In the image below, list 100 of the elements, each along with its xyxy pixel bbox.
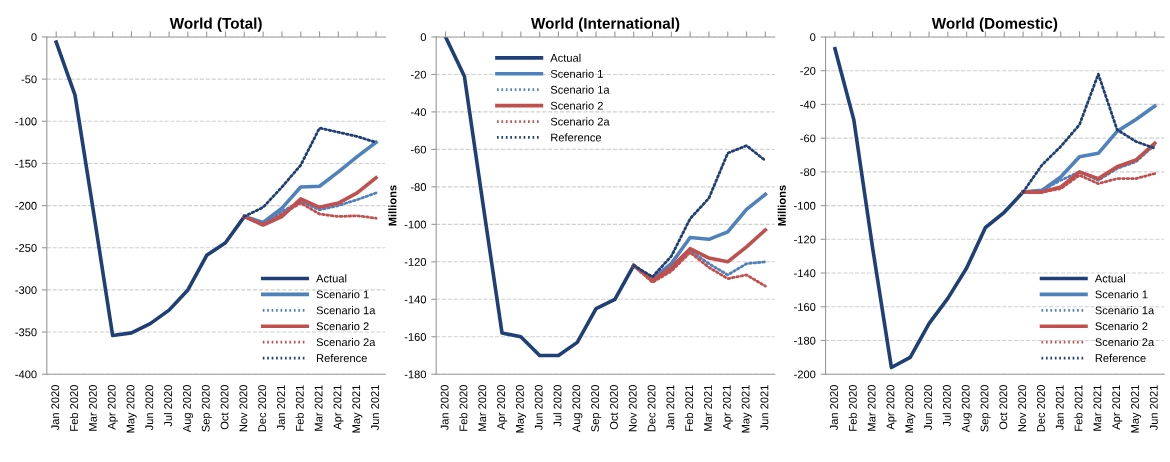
y-tick-label: -60 bbox=[800, 134, 816, 143]
legend-label: Scenario 2a bbox=[550, 117, 610, 126]
x-tick-label: Aug 2020 bbox=[182, 385, 194, 433]
x-tick-label: Apr 2021 bbox=[333, 385, 344, 430]
y-tick-label: 0 bbox=[31, 33, 37, 42]
y-tick-label: -140 bbox=[794, 269, 816, 278]
legend-label: Scenario 1a bbox=[1095, 306, 1155, 315]
x-tick-label: Feb 2021 bbox=[1074, 385, 1083, 431]
x-tick-label: Jan 2020 bbox=[830, 385, 838, 431]
y-tick-label: 0 bbox=[810, 33, 816, 42]
x-tick-label: Mar 2021 bbox=[704, 385, 712, 431]
legend-label: Reference bbox=[1095, 353, 1146, 363]
y-tick-label: -160 bbox=[794, 303, 816, 311]
x-tick-label: Aug 2020 bbox=[961, 385, 972, 433]
legend-label: Actual bbox=[550, 53, 581, 62]
x-tick-label: Nov 2020 bbox=[628, 385, 637, 432]
legend-label: Scenario 2 bbox=[1095, 322, 1148, 331]
legend-label: Scenario 1 bbox=[316, 290, 369, 299]
x-tick-label: Mar 2021 bbox=[1093, 385, 1102, 431]
x-tick-label: Dec 2020 bbox=[647, 385, 656, 432]
x-tick-label: Jan 2021 bbox=[666, 385, 675, 431]
x-tick-label: May 2020 bbox=[126, 385, 137, 433]
x-tick-label: Dec 2020 bbox=[1037, 385, 1045, 432]
x-tick-label: Mar 2020 bbox=[88, 385, 97, 431]
y-tick-label: -140 bbox=[404, 295, 427, 304]
x-tick-label: Jun 2020 bbox=[145, 385, 154, 431]
y-tick-label: -120 bbox=[404, 258, 427, 266]
y-tick-label: -200 bbox=[794, 370, 816, 379]
legend-label: Actual bbox=[316, 274, 347, 283]
x-tick-label: Sep 2020 bbox=[201, 385, 212, 432]
y-tick-label: -80 bbox=[410, 183, 427, 191]
legend-label: Scenario 1a bbox=[550, 85, 610, 94]
x-tick-label: May 2020 bbox=[515, 385, 527, 433]
y-tick-label: -20 bbox=[410, 70, 427, 79]
y-tick-label: -100 bbox=[794, 201, 816, 210]
y-axis-title: Millions bbox=[388, 185, 397, 226]
x-tick-label: Feb 2020 bbox=[848, 385, 857, 431]
legend-label: Reference bbox=[551, 133, 602, 142]
x-tick-label: Feb 2020 bbox=[69, 385, 78, 431]
x-tick-label: Mar 2021 bbox=[314, 385, 323, 431]
y-tick-label: -80 bbox=[800, 168, 816, 176]
x-tick-label: Jan 2020 bbox=[440, 385, 449, 431]
y-tick-label: -150 bbox=[15, 159, 37, 168]
x-tick-label: Jun 2020 bbox=[924, 385, 932, 431]
chart-title: World (Total) bbox=[169, 17, 262, 32]
y-axis-title: Millions bbox=[777, 185, 786, 226]
x-tick-label: Jul 2020 bbox=[942, 385, 951, 427]
x-tick-label: Apr 2021 bbox=[1112, 385, 1123, 430]
x-tick-label: Apr 2020 bbox=[107, 385, 118, 430]
x-tick-label: Oct 2020 bbox=[999, 385, 1008, 430]
y-tick-label: -350 bbox=[15, 328, 37, 337]
y-tick-label: -300 bbox=[15, 286, 37, 295]
x-tick-label: Jul 2020 bbox=[553, 385, 562, 427]
x-tick-label: May 2020 bbox=[905, 385, 916, 433]
y-tick-label: -250 bbox=[15, 244, 37, 252]
x-tick-label: Feb 2020 bbox=[459, 385, 468, 431]
y-tick-label: -60 bbox=[410, 145, 427, 154]
y-tick-label: -100 bbox=[15, 117, 37, 126]
chart-title: World (International) bbox=[530, 17, 680, 32]
y-tick-label: -400 bbox=[15, 370, 37, 379]
x-tick-label: Mar 2020 bbox=[867, 385, 876, 431]
x-tick-label: Apr 2020 bbox=[497, 385, 508, 430]
x-tick-label: Feb 2021 bbox=[684, 385, 694, 431]
legend-label: Scenario 2 bbox=[550, 101, 603, 110]
x-tick-label: Apr 2021 bbox=[722, 385, 733, 430]
y-tick-label: -20 bbox=[800, 66, 816, 75]
y-tick-label: -160 bbox=[404, 333, 427, 341]
legend-label: Scenario 1 bbox=[550, 69, 603, 78]
x-tick-label: Apr 2020 bbox=[886, 385, 897, 430]
x-tick-label: Jan 2021 bbox=[1055, 385, 1064, 431]
y-tick-label: -100 bbox=[404, 220, 427, 229]
y-tick-label: -40 bbox=[800, 100, 816, 109]
y-tick-label: -40 bbox=[410, 108, 427, 117]
x-tick-label: Jan 2021 bbox=[277, 385, 285, 431]
legend-label: Scenario 2a bbox=[316, 337, 376, 347]
x-tick-label: Nov 2020 bbox=[239, 385, 248, 432]
x-tick-label: Oct 2020 bbox=[220, 385, 229, 430]
x-tick-label: May 2021 bbox=[1131, 385, 1142, 433]
legend-label: Actual bbox=[1094, 274, 1125, 283]
legend-label: Scenario 2 bbox=[316, 322, 369, 331]
x-tick-label: Aug 2020 bbox=[572, 385, 583, 433]
legend-label: Scenario 2a bbox=[1095, 337, 1155, 347]
y-tick-label: -180 bbox=[404, 370, 427, 379]
x-tick-label: Feb 2021 bbox=[295, 385, 304, 431]
x-tick-label: May 2021 bbox=[741, 385, 752, 433]
y-tick-label: -200 bbox=[15, 201, 37, 210]
x-tick-label: Jun 2020 bbox=[534, 385, 543, 431]
x-tick-label: Jul 2020 bbox=[163, 385, 173, 427]
x-tick-label: Jun 2021 bbox=[760, 385, 769, 431]
legend-label: Reference bbox=[317, 353, 367, 363]
y-tick-label: -50 bbox=[21, 75, 37, 84]
x-tick-label: May 2021 bbox=[352, 385, 363, 433]
x-tick-label: Jun 2021 bbox=[1149, 385, 1158, 431]
x-tick-label: Jan 2020 bbox=[51, 385, 60, 431]
y-tick-label: -180 bbox=[794, 336, 816, 345]
x-tick-label: Sep 2020 bbox=[591, 385, 602, 432]
legend-label: Scenario 1a bbox=[316, 306, 376, 315]
x-tick-label: Sep 2020 bbox=[980, 385, 991, 432]
legend-label: Scenario 1 bbox=[1095, 290, 1148, 299]
x-tick-label: Nov 2020 bbox=[1018, 385, 1027, 432]
